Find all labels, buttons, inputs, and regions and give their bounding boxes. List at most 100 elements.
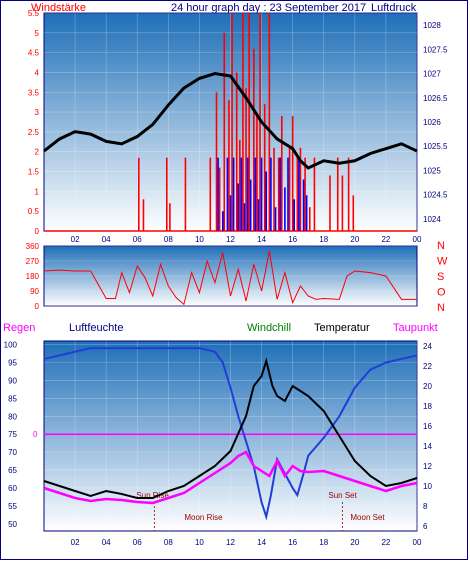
direction-tick-label: 0	[35, 302, 40, 311]
humidity-tick-label: 85	[8, 394, 17, 403]
pressure-series	[43, 72, 418, 170]
event-label: Moon Set	[350, 513, 385, 522]
gust-bars	[217, 157, 308, 231]
time-tick-label: 06	[133, 538, 142, 547]
chart-title: 24 hour graph day : 23 September 2017	[171, 2, 366, 14]
time-tick-label: 20	[350, 538, 359, 547]
time-tick-label: 14	[257, 538, 266, 547]
time-tick-label: 18	[319, 538, 328, 547]
event-label: Sun Set	[328, 491, 357, 500]
temperature-tick-label: 24	[423, 342, 432, 351]
temperature-tick-label: 12	[423, 462, 432, 471]
wind-tick-label: 0	[35, 227, 40, 236]
compass-label: S	[437, 271, 444, 283]
compass-label: N	[437, 302, 445, 314]
wind-tick-label: 4	[35, 68, 40, 77]
legend-rain: Regen	[3, 322, 35, 334]
temperature-tick-label: 10	[423, 482, 432, 491]
time-tick-label: 04	[102, 235, 111, 244]
wind-tick-label: 2	[35, 148, 40, 157]
humidity-tick-label: 100	[4, 341, 18, 350]
time-tick-label: 10	[195, 235, 204, 244]
wind-tick-label: 1	[35, 187, 40, 196]
humidity-tick-label: 65	[8, 466, 17, 475]
wind-axis-title: Windstärke	[31, 2, 86, 14]
humidity-tick-label: 55	[8, 502, 17, 511]
wind-tick-label: 3.5	[28, 88, 40, 97]
rain-series: 0	[33, 430, 417, 439]
time-tick-label: 08	[164, 235, 173, 244]
legend-windchill: Windchill	[247, 322, 291, 334]
time-tick-label: 12	[226, 538, 235, 547]
time-tick-label: 22	[381, 538, 390, 547]
rain-value-label: 0	[33, 430, 38, 439]
time-tick-label: 06	[133, 235, 142, 244]
time-tick-label: 14	[257, 235, 266, 244]
humidity-tick-label: 70	[8, 448, 17, 457]
wind-tick-label: 1.5	[28, 168, 40, 177]
temperature-series	[43, 357, 418, 499]
wind-pressure-plot-area	[43, 12, 418, 232]
pressure-axis: 1024 1024.5 1025 1025.5 1026 1026.5 1027 1027.5…	[423, 21, 448, 224]
time-tick-label: 10	[195, 538, 204, 547]
temperature-tick-label: 14	[423, 442, 432, 451]
pressure-tick-label: 1025.5	[423, 142, 448, 151]
humidity-tick-label: 95	[8, 359, 17, 368]
pressure-tick-label: 1027.5	[423, 45, 448, 54]
temperature-tick-label: 16	[423, 422, 432, 431]
wind-direction-series	[43, 250, 417, 306]
temperature-tick-label: 18	[423, 402, 432, 411]
direction-tick-label: 360	[26, 242, 40, 251]
humidity-tick-label: 80	[8, 412, 17, 421]
compass-label: N	[437, 240, 445, 252]
event-label: Moon Rise	[184, 513, 223, 522]
time-axis-top: 02 04 06 08 10 12 14 16 18 20 22 00	[71, 235, 422, 244]
wind-speed-axis: 0 0.5 1 1.5 2 2.5 3 3.5 4 4.5 5 5.5	[28, 9, 40, 236]
pressure-line	[43, 72, 418, 170]
wind-tick-label: 4.5	[28, 49, 40, 58]
event-label: Sun Rise	[136, 491, 169, 500]
direction-axis: 0 90 180 270 360	[26, 242, 40, 311]
humidity-axis: 50 55 60 65 70 75 80 85 90 95 100	[4, 341, 18, 529]
time-tick-label: 08	[164, 538, 173, 547]
humidity-tick-label: 50	[8, 520, 17, 529]
sun-moon-events: Sun Rise Moon Rise Sun Set Moon Set	[136, 491, 385, 531]
dewpoint-series	[43, 450, 418, 505]
pressure-tick-label: 1026	[423, 118, 441, 127]
dewpoint-line	[43, 450, 418, 505]
legend-humidity: Luftfeuchte	[69, 322, 123, 334]
pressure-axis-title: Luftdruck	[371, 2, 417, 14]
wind-tick-label: 0.5	[28, 207, 40, 216]
direction-line	[43, 250, 417, 306]
time-tick-label: 12	[226, 235, 235, 244]
humidity-tick-label: 90	[8, 376, 17, 385]
wind-tick-label: 2.5	[28, 128, 40, 137]
pressure-tick-label: 1026.5	[423, 94, 448, 103]
wind-tick-label: 5	[35, 29, 40, 38]
pressure-tick-label: 1025	[423, 166, 441, 175]
time-tick-label: 16	[288, 235, 297, 244]
temperature-axis: 6 8 10 12 14 16 18 20 22 24	[423, 342, 432, 531]
time-tick-label: 20	[350, 235, 359, 244]
time-tick-label: 22	[381, 235, 390, 244]
humidity-series	[43, 347, 418, 521]
time-axis-bottom: 02 04 06 08 10 12 14 16 18 20 22 00	[71, 538, 422, 547]
humidity-line	[43, 347, 418, 521]
wind-tick-label: 3	[35, 108, 40, 117]
time-tick-label: 02	[71, 235, 80, 244]
pressure-tick-label: 1027	[423, 70, 441, 79]
time-tick-label: 00	[413, 538, 422, 547]
temperature-tick-label: 8	[423, 502, 428, 511]
humidity-tick-label: 75	[8, 430, 17, 439]
pressure-tick-label: 1024	[423, 215, 441, 224]
direction-tick-label: 270	[26, 257, 40, 266]
temperature-line	[43, 357, 418, 499]
direction-tick-label: 90	[30, 287, 39, 296]
humidity-tick-label: 60	[8, 484, 17, 493]
time-tick-label: 16	[288, 538, 297, 547]
wind-tick-label: 5.5	[28, 9, 40, 18]
pressure-tick-label: 1024.5	[423, 191, 448, 200]
